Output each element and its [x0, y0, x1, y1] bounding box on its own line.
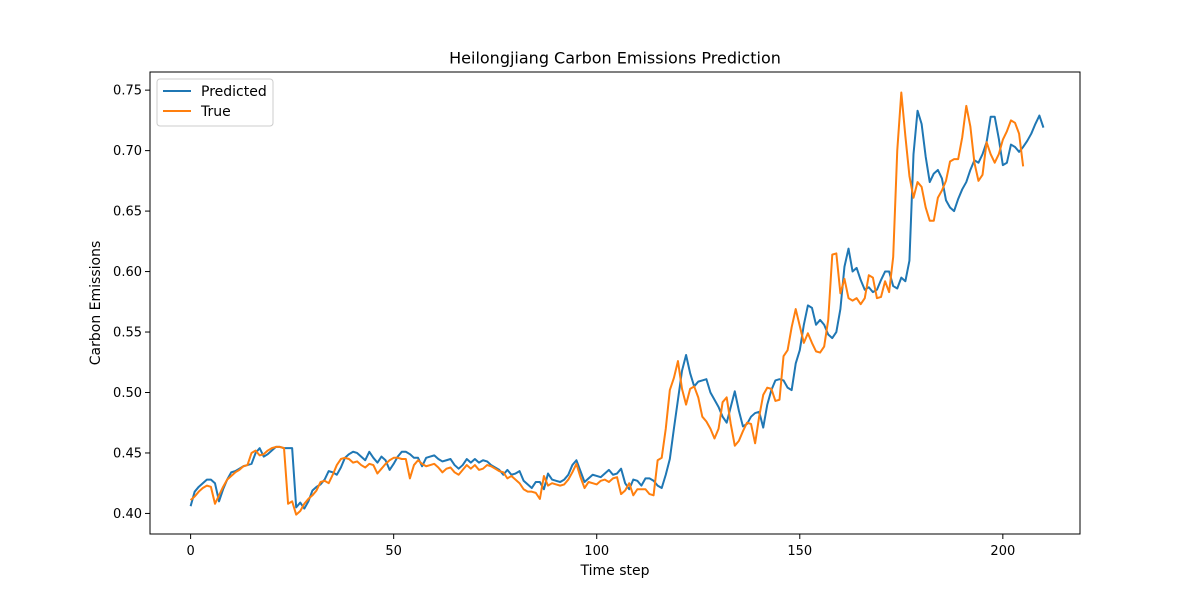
x-axis-label: Time step [580, 563, 650, 579]
legend: Predicted True [156, 78, 274, 127]
chart-title: Heilongjiang Carbon Emissions Prediction [449, 49, 781, 68]
plot-area [150, 72, 1080, 534]
legend-label-predicted: Predicted [201, 84, 267, 100]
x-tick-label: 100 [584, 544, 609, 559]
y-tick-label: 0.55 [113, 326, 142, 341]
plot-frame [149, 71, 1081, 535]
x-tick-label: 150 [787, 544, 812, 559]
x-axis-ticks: 0 50 100 150 200 [186, 534, 1015, 559]
y-tick-label: 0.75 [113, 84, 142, 99]
y-tick-label: 0.45 [113, 446, 142, 461]
y-axis-label: Carbon Emissions [88, 241, 104, 365]
series-line-true [189, 91, 1025, 516]
series-lines [189, 91, 1045, 516]
x-tick-label: 200 [990, 544, 1015, 559]
y-tick-label: 0.40 [113, 507, 142, 522]
y-axis-ticks: 0.40 0.45 0.50 0.55 0.60 0.65 0.70 0.75 [113, 84, 150, 522]
y-tick-label: 0.50 [113, 386, 142, 401]
x-tick-label: 50 [385, 544, 402, 559]
x-tick-label: 0 [186, 544, 194, 559]
y-tick-label: 0.70 [113, 144, 142, 159]
y-tick-label: 0.60 [113, 265, 142, 280]
y-tick-label: 0.65 [113, 205, 142, 220]
legend-label-true: True [200, 104, 231, 120]
